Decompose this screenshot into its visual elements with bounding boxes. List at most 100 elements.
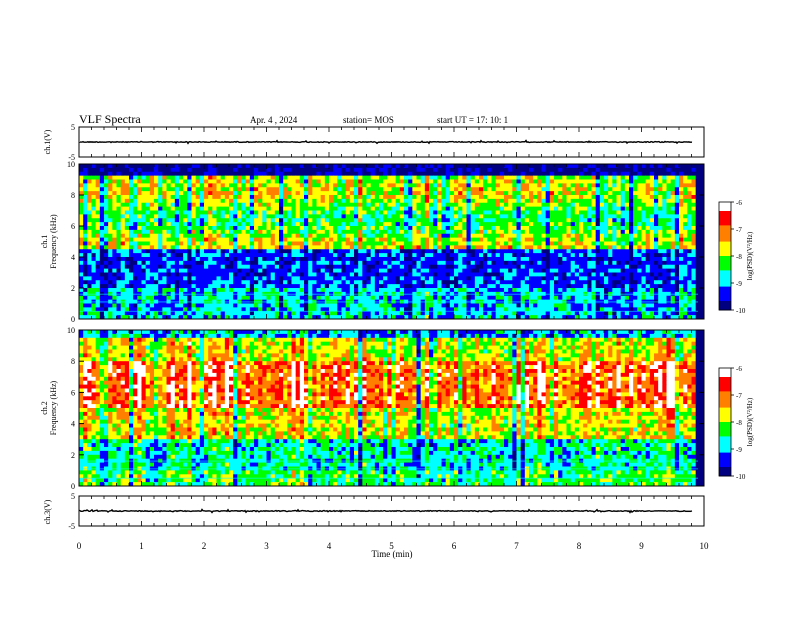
spectrogram-cell [212,257,217,261]
spectrogram-cell [579,195,584,199]
spectrogram-cell [283,280,288,284]
spectrogram-cell [279,257,284,261]
spectrogram-cell [142,234,147,238]
spectrogram-cell [317,211,322,215]
spectrogram-cell [633,261,638,265]
spectrogram-cell [529,222,534,226]
spectrogram-cell [96,222,101,226]
spectrogram-cell [304,284,309,288]
spectrogram-cell [525,234,530,238]
spectrogram-cell [142,284,147,288]
spectrogram-cell [262,199,267,203]
spectrogram-cell [121,180,126,184]
spectrogram-cell [279,273,284,277]
spectrogram-cell [279,187,284,191]
spectrogram-cell [533,214,538,218]
spectrogram-cell [658,269,663,273]
spectrogram-cell [317,187,322,191]
spectrogram-cell [146,164,151,168]
spectrogram-cell [237,187,242,191]
spectrogram-cell [337,276,342,280]
spectrogram-cell [271,183,276,187]
spectrogram-cell [679,176,684,180]
spectrogram-cell [500,269,505,273]
spectrogram-cell [408,199,413,203]
spectrogram-cell [371,222,376,226]
spectrogram-cell [467,176,472,180]
spectrogram-cell [104,226,109,230]
spectrogram-cell [683,207,688,211]
spectrogram-cell [650,187,655,191]
spectrogram-cell [250,180,255,184]
spectrogram-cell [275,273,280,277]
spectrogram-cell [142,187,147,191]
spectrogram-cell [675,273,680,277]
spectrogram-cell [225,199,230,203]
spectrogram-cell [204,273,209,277]
spectrogram-cell [129,164,134,168]
spectrogram-cell [262,207,267,211]
spectrogram-cell [483,218,488,222]
spectrogram-cell [350,191,355,195]
spectrogram-cell [537,195,542,199]
spectrogram-cell [437,226,442,230]
spectrogram-cell [621,187,626,191]
spectrogram-cell [475,191,480,195]
spectrogram-cell [262,253,267,257]
spectrogram-cell [404,191,409,195]
spectrogram-cell [521,214,526,218]
spectrogram-cell [129,199,134,203]
spectrogram-cell [404,276,409,280]
spectrogram-cell [679,253,684,257]
spectrogram-cell [437,249,442,253]
spectrogram-cell [200,183,205,187]
spectrogram-cell [529,242,534,246]
spectrogram-cell [304,261,309,265]
spectrogram-cell [487,183,492,187]
spectrogram-cell [371,284,376,288]
spectrogram-cell [662,191,667,195]
spectrogram-cell [167,176,172,180]
spectrogram-cell [379,191,384,195]
spectrogram-cell [146,191,151,195]
spectrogram-cell [546,183,551,187]
spectrogram-cell [633,280,638,284]
spectrogram-cell [617,257,622,261]
spectrogram-cell [171,226,176,230]
spectrogram-cell [92,187,97,191]
spectrogram-cell [196,218,201,222]
spectrogram-cell [337,222,342,226]
spectrogram-cell [137,245,142,249]
spectrogram-cell [517,168,522,172]
spectrogram-cell [154,238,159,242]
spectrogram-cell [179,199,184,203]
spectrogram-cell [192,211,197,215]
spectrogram-cell [258,245,263,249]
spectrogram-cell [133,276,138,280]
spectrogram-cell [429,226,434,230]
spectrogram-cell [396,191,401,195]
spectrogram-cell [104,234,109,238]
spectrogram-cell [408,211,413,215]
spectrogram-cell [533,284,538,288]
spectrogram-cell [362,269,367,273]
spectrogram-cell [617,164,622,168]
spectrogram-cell [250,203,255,207]
spectrogram-cell [171,214,176,218]
spectrogram-cell [312,245,317,249]
spectrogram-cell [121,191,126,195]
spectrogram-cell [625,269,630,273]
spectrogram-cell [608,203,613,207]
spectrogram-cell [204,176,209,180]
spectrogram-cell [483,180,488,184]
spectrogram-cell [425,253,430,257]
spectrogram-cell [208,183,213,187]
spectrogram-cell [425,249,430,253]
spectrogram-cell [637,249,642,253]
spectrogram-cell [687,176,692,180]
spectrogram-cell [329,203,334,207]
spectrogram-cell [462,242,467,246]
spectrogram-cell [467,214,472,218]
spectrogram-cell [383,168,388,172]
spectrogram-cell [462,214,467,218]
